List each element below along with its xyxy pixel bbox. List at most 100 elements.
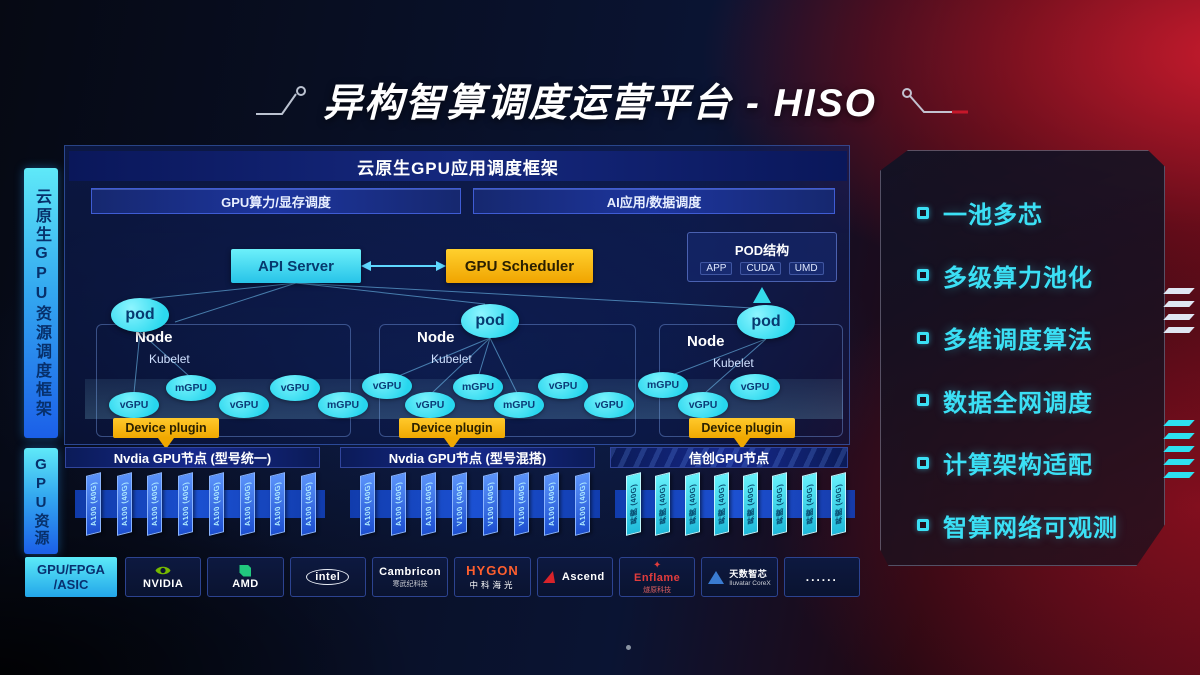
gpu-card: A100 (40G) [390, 472, 406, 536]
checkbox-bullet-icon [917, 456, 929, 469]
vgpu-ellipse: vGPU [405, 392, 455, 418]
bar-gpu-compute-scheduling: GPU算力/显存调度 [91, 188, 461, 214]
gpu-card-group-1: A100 (40G) A100 (40G) A100 (40G) A100 (40G)… [78, 472, 324, 540]
gpu-node-header-3: 信创GPU节点 [610, 447, 848, 468]
vendor-intel: intel [289, 557, 366, 597]
vgpu-ellipse: vGPU [362, 373, 412, 399]
vendor-list: NVIDIA AMD intel Cambricon 寒武纪科技 HYGON 中科海光 Asc… [125, 557, 860, 597]
feature-panel: 一池多芯多级算力池化 多维调度算法 数据全网调度 计算架构适配 智算网络可观测 [880, 150, 1165, 566]
gpu-card: V100 (40G) [452, 472, 468, 536]
feature-item: 一池多芯 [917, 195, 1144, 230]
checkbox-bullet-icon [917, 519, 929, 532]
kubelet-label-2: Kubelet [431, 352, 472, 366]
hatch-marks-white-icon [1163, 288, 1195, 333]
ascend-logo-icon [542, 571, 559, 583]
gpu-card: 昇腾 (40G) [830, 472, 846, 536]
vgpu-ellipse: vGPU [270, 375, 320, 401]
kubelet-label-3: Kubelet [713, 356, 754, 370]
framework-header: 云原生GPU应用调度框架 [69, 151, 847, 181]
page-title: 异构智算调度运营平台 - HISO [322, 82, 877, 125]
gpu-card: A100 (40G) [116, 472, 132, 536]
vendor-more: ...... [783, 557, 860, 597]
gpu-card: V100 (40G) [513, 472, 529, 536]
gpu-card: A100 (40G) [86, 472, 101, 536]
gpu-card: A100 (40G) [270, 472, 286, 536]
node-label-3: Node [687, 333, 725, 350]
sidebar-label-scheduling-framework: 云原生GPU资源调度框架 [24, 168, 58, 438]
kubelet-label-1: Kubelet [149, 352, 190, 366]
device-plugin-2: Device plugin [399, 418, 505, 449]
gpu-node-header-1: Nvdia GPU节点 (型号统一) [65, 447, 320, 468]
hardware-types-label: GPU/FPGA /ASIC [25, 557, 117, 597]
gpu-card: 昇腾 (40G) [684, 472, 700, 536]
gpu-card: 昇腾 (40G) [801, 472, 817, 536]
vgpu-ellipse: vGPU [109, 392, 159, 418]
gpu-card: A100 (40G) [147, 472, 163, 536]
vgpu-ellipse: vGPU [584, 392, 634, 418]
gpu-node-header-2: Nvdia GPU节点 (型号混搭) [340, 447, 595, 468]
gpu-card: 昇腾 (40G) [713, 472, 729, 536]
vgpu-ellipse: vGPU [538, 373, 588, 399]
feature-item: 智算网络可观测 [917, 508, 1144, 543]
vendor-amd: AMD [207, 557, 284, 597]
pod-ellipse-3: pod [737, 305, 795, 339]
pod-struct-item: CUDA [740, 261, 781, 275]
gpu-card-group-2: A100 (40G) A100 (40G) A100 (40G) V100 (40G)… [352, 472, 598, 540]
pod-ellipse-2: pod [461, 304, 519, 338]
device-plugin-3: Device plugin [689, 418, 795, 449]
mgpu-ellipse: mGPU [638, 372, 688, 398]
bar-ai-data-scheduling: AI应用/数据调度 [473, 188, 835, 214]
pod-struct-item: UMD [788, 261, 824, 275]
vendor-enflame: ✦ Enflame 燧原科技 [618, 557, 696, 597]
feature-item: 多级算力池化 [917, 258, 1144, 293]
vendor-ascend: Ascend [536, 557, 613, 597]
vgpu-ellipse: vGPU [730, 374, 780, 400]
pod-structure-title: POD结构 [734, 242, 790, 258]
iluvatar-logo-icon [708, 570, 725, 584]
node-label-1: Node [135, 329, 173, 346]
gpu-scheduler-box: GPU Scheduler [446, 249, 593, 283]
slide-page-dot [626, 645, 631, 650]
gpu-card: 昇腾 (40G) [626, 472, 641, 536]
vendor-hygon: HYGON 中科海光 [454, 557, 531, 597]
gpu-card: 昇腾 (40G) [655, 472, 671, 536]
checkbox-bullet-icon [917, 269, 929, 282]
gpu-card: V100 (40G) [482, 472, 498, 536]
pod-ellipse-1: pod [111, 298, 169, 332]
feature-item: 多维调度算法 [917, 320, 1144, 355]
gpu-card: A100 (40G) [574, 472, 590, 536]
gpu-card: A100 (40G) [421, 472, 437, 536]
pod-struct-item: APP [700, 261, 733, 275]
mgpu-ellipse: mGPU [494, 392, 544, 418]
gpu-card-group-3: 昇腾 (40G) 昇腾 (40G) 昇腾 (40G) 昇腾 (40G) 昇腾 (40G)… [618, 472, 854, 540]
mgpu-ellipse: mGPU [453, 374, 503, 400]
gpu-card: A100 (40G) [208, 472, 224, 536]
node-box-1 [96, 324, 351, 437]
hatch-marks-cyan-icon [1163, 420, 1195, 478]
checkbox-bullet-icon [917, 331, 929, 344]
api-server-box: API Server [231, 249, 361, 283]
mgpu-ellipse: mGPU [166, 375, 216, 401]
feature-item: 计算架构适配 [917, 445, 1144, 480]
node-label-2: Node [417, 329, 455, 346]
gpu-card: A100 (40G) [360, 472, 375, 536]
nvidia-logo-icon [155, 566, 171, 575]
vgpu-ellipse: vGPU [219, 392, 269, 418]
vgpu-ellipse: vGPU [678, 392, 728, 418]
device-plugin-1: Device plugin [113, 418, 219, 449]
sidebar-label-gpu-resources: GPU资源 [24, 448, 58, 554]
mgpu-ellipse: mGPU [318, 392, 368, 418]
checkbox-bullet-icon [917, 394, 929, 407]
gpu-card: 昇腾 (40G) [772, 472, 788, 536]
pod-structure-items: APP CUDA UMD [700, 261, 824, 275]
vendor-iluvatar: 天数智芯 Iluvatar CoreX [701, 557, 778, 597]
gpu-card: A100 (40G) [544, 472, 560, 536]
checkbox-bullet-icon [917, 206, 929, 219]
framework-panel: 云原生GPU应用调度框架 GPU算力/显存调度 AI应用/数据调度 [64, 145, 850, 449]
feature-item: 数据全网调度 [917, 383, 1144, 418]
gpu-card: A100 (40G) [178, 472, 194, 536]
gpu-card: 昇腾 (40G) [743, 472, 759, 536]
amd-logo-icon [239, 564, 252, 577]
circuit-right-icon [902, 88, 968, 114]
